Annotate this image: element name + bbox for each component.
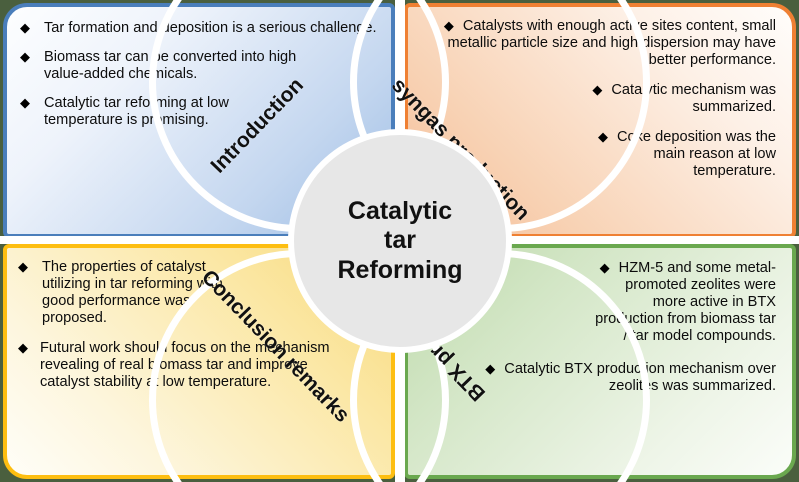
quadrant-syngas-production-content: ◆ Catalysts with enough active sites cont… — [408, 7, 792, 234]
diamond-bullet-icon: ◆ — [20, 49, 30, 65]
diamond-bullet-icon: ◆ — [443, 18, 454, 33]
list-item-text: Catalytic tar reforming at low temperatu… — [44, 95, 229, 129]
quadrant-conclusion-remarks: ◆ The properties of catalyst utilizing in… — [3, 244, 395, 479]
list-item-text: Catalytic mechanism was summarized. — [611, 82, 776, 116]
list-item: ◆ Biomass tar can be converted into high … — [18, 49, 334, 83]
list-item-text: Coke deposition was the main reason at l… — [616, 129, 776, 180]
list-item: ◆ Coke deposition was the main reason at … — [418, 129, 780, 180]
list-item: ◆ Catalysts with enough active sites cont… — [418, 18, 780, 69]
syngas-bullet-list: ◆ Catalysts with enough active sites cont… — [418, 18, 780, 194]
introduction-bullet-list: ◆ Tar formation and deposition is a serio… — [18, 20, 379, 141]
list-item: ◆ Futural work should focus on the mechan… — [16, 340, 340, 391]
list-item: ◆ HZM-5 and some metal-promoted zeolites … — [418, 260, 780, 345]
diamond-bullet-icon: ◆ — [18, 340, 28, 356]
list-item: ◆ Tar formation and deposition is a serio… — [18, 20, 379, 37]
list-item: ◆ Catalytic tar reforming at low temperat… — [18, 95, 304, 129]
btx-bullet-list: ◆ HZM-5 and some metal-promoted zeolites … — [418, 260, 780, 411]
list-item-text: HZM-5 and some metal-promoted zeolites w… — [595, 260, 776, 345]
quadrant-introduction-content: ◆ Tar formation and deposition is a serio… — [7, 7, 391, 234]
diamond-bullet-icon: ◆ — [20, 20, 30, 35]
quadrant-btx-production-content: ◆ HZM-5 and some metal-promoted zeolites … — [408, 248, 792, 475]
diamond-bullet-icon: ◆ — [592, 82, 603, 98]
list-item-text: Catalysts with enough active sites conte… — [447, 18, 776, 69]
list-item: ◆ Catalytic mechanism was summarized. — [418, 82, 780, 116]
diamond-bullet-icon: ◆ — [597, 129, 608, 145]
list-item-text: Futural work should focus on the mechani… — [40, 340, 330, 391]
list-item-text: Tar formation and deposition is a seriou… — [44, 20, 377, 36]
list-item: ◆ The properties of catalyst utilizing in… — [16, 259, 232, 327]
diamond-bullet-icon: ◆ — [485, 361, 496, 377]
list-item-text: Biomass tar can be converted into high v… — [44, 49, 297, 83]
diamond-bullet-icon: ◆ — [20, 95, 30, 111]
list-item-text: The properties of catalyst utilizing in … — [42, 259, 223, 327]
diamond-bullet-icon: ◆ — [599, 260, 610, 275]
quadrant-introduction: ◆ Tar formation and deposition is a serio… — [3, 3, 395, 238]
center-circle: Catalytic tar Reforming — [288, 129, 512, 353]
list-item-text: Catalytic BTX production mechanism over … — [504, 361, 776, 395]
center-title: Catalytic tar Reforming — [337, 196, 463, 284]
diamond-bullet-icon: ◆ — [18, 259, 28, 274]
list-item: ◆ Catalytic BTX production mechanism over… — [418, 361, 780, 395]
